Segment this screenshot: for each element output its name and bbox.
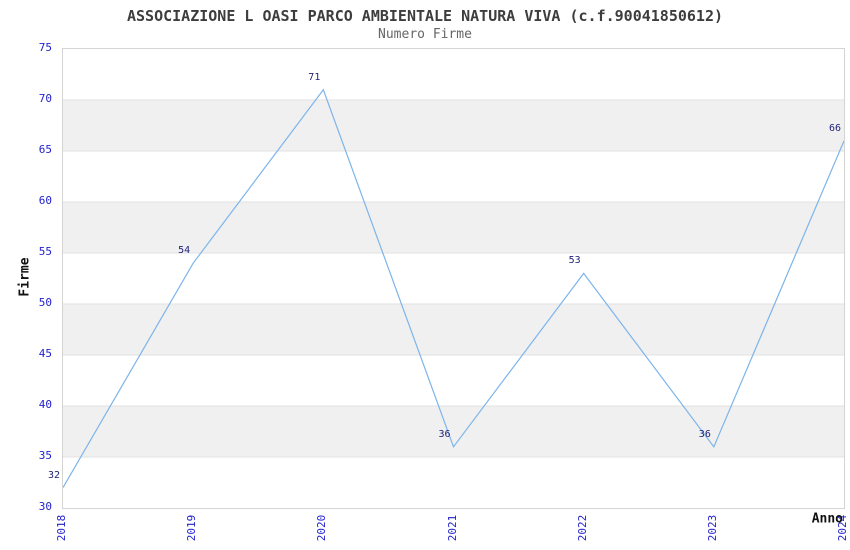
y-axis-title: Firme	[17, 257, 33, 297]
x-tick-label: 2023	[705, 514, 719, 542]
y-tick-label: 40	[38, 398, 52, 411]
x-tick-label: 2022	[575, 514, 589, 542]
y-tick-label: 45	[38, 347, 52, 360]
shaded-band	[63, 304, 844, 355]
y-tick-label: 60	[38, 194, 52, 207]
x-tick-label: 2020	[315, 514, 329, 542]
point-value-label: 71	[308, 71, 321, 83]
x-tick-label: 2019	[185, 514, 199, 542]
point-value-label: 53	[568, 255, 581, 267]
chart-subtitle: Numero Firme	[378, 27, 472, 42]
shaded-band	[63, 202, 844, 253]
data-line	[63, 88, 844, 488]
point-value-label: 36	[438, 428, 451, 440]
line-chart	[63, 88, 844, 488]
x-tick-label: 2018	[55, 514, 68, 542]
y-tick-label: 70	[38, 92, 52, 105]
plot-area	[62, 48, 845, 509]
shaded-band	[63, 100, 844, 151]
chart-title: ASSOCIAZIONE L OASI PARCO AMBIENTALE NAT…	[126, 7, 724, 25]
y-tick-label: 50	[38, 296, 52, 309]
point-value-label: 36	[698, 428, 711, 440]
x-tick-label: 2021	[445, 514, 459, 542]
point-value-label: 66	[828, 122, 842, 134]
y-tick-label: 30	[38, 500, 52, 513]
y-tick-label: 65	[38, 143, 52, 156]
point-value-label: 54	[178, 245, 191, 257]
point-value-label: 32	[47, 469, 61, 481]
x-axis-title: Anno	[811, 511, 843, 527]
y-tick-label: 55	[38, 245, 52, 258]
y-tick-label: 75	[38, 41, 52, 54]
shaded-band	[63, 406, 844, 457]
y-tick-label: 35	[38, 449, 52, 462]
